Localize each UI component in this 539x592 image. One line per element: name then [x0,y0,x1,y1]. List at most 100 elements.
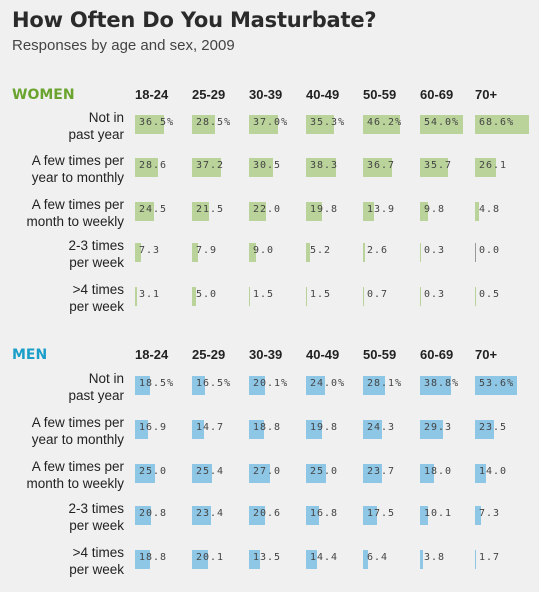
men-data-cell: 7.3 [475,506,531,525]
row-label-line: per week [69,518,124,533]
bar-baseline [475,287,476,306]
women-value-label: 38.3 [310,160,339,171]
women-data-cell: 30.5 [249,158,305,177]
women-bar [249,287,251,306]
women-data-cell: 0.3 [420,287,476,306]
bar-baseline [475,243,476,262]
women-data-cell: 36.7 [363,158,419,177]
women-value-label: 0.3 [424,245,446,256]
men-bar [475,550,477,569]
men-value-label: 18.8 [139,552,168,563]
men-bar [135,506,152,525]
women-bar [306,287,308,306]
men-value-label: 25.4 [196,466,225,477]
men-value-label: 19.8 [310,422,339,433]
row-label-line: Not in [88,371,124,386]
women-value-label: 28.5% [196,117,232,128]
men-data-cell: 20.1 [192,550,248,569]
row-label-line: 2-3 times [68,238,124,253]
women-bar [363,158,393,177]
women-bar [475,115,530,134]
women-data-cell: 24.5 [135,202,191,221]
men-data-cell: 16.9 [135,420,191,439]
women-value-label: 9.0 [253,245,275,256]
men-age-header: 60-69 [420,347,454,362]
women-bar [249,202,267,221]
men-bar [363,420,383,439]
women-bar [249,158,274,177]
women-value-label: 0.7 [367,289,389,300]
men-value-label: 18.5% [139,378,175,389]
men-row-label: Not in past year [4,370,124,404]
women-bar [135,287,138,306]
women-age-header: 30-39 [249,87,283,102]
bar-baseline [420,287,421,306]
women-data-cell: 36.5% [135,115,191,134]
women-value-label: 35.7 [424,160,453,171]
men-bar [135,420,149,439]
men-value-label: 23.5 [479,422,508,433]
women-bar [420,202,428,221]
women-data-cell: 7.9 [192,243,248,262]
women-data-cell: 35.3% [306,115,362,134]
women-value-label: 54.0% [424,117,460,128]
women-data-cell: 5.2 [306,243,362,262]
men-value-label: 25.0 [310,466,339,477]
men-data-cell: 14.0 [475,464,531,483]
row-label-line: A few times per [31,153,124,168]
women-bar [363,287,364,306]
women-row-label: A few times per month to weekly [4,196,124,230]
men-bar [192,506,211,525]
women-value-label: 3.1 [139,289,161,300]
men-value-label: 23.7 [367,466,396,477]
women-value-label: 0.0 [479,245,501,256]
row-label-line: A few times per [31,459,124,474]
bar-baseline [420,243,421,262]
men-data-cell: 20.1% [249,376,305,395]
men-value-label: 20.8 [139,508,168,519]
women-bar [249,115,279,134]
men-data-cell: 18.5% [135,376,191,395]
men-bar [363,550,369,569]
men-age-header: 50-59 [363,347,397,362]
row-label-line: per week [69,299,124,314]
men-bar [306,506,320,525]
row-label-line: >4 times [72,282,124,297]
men-data-cell: 16.5% [192,376,248,395]
men-value-label: 3.8 [424,552,446,563]
women-bar [420,115,463,134]
women-data-cell: 0.7 [363,287,419,306]
men-value-label: 1.7 [479,552,501,563]
men-bar [475,506,481,525]
men-age-header: 18-24 [135,347,169,362]
men-data-cell: 18.8 [135,550,191,569]
men-section-label: MEN [12,347,48,363]
men-row-label: A few times per year to monthly [4,414,124,448]
women-bar [363,243,366,262]
women-value-label: 37.0% [253,117,289,128]
men-value-label: 14.4 [310,552,339,563]
men-data-cell: 19.8 [306,420,362,439]
row-label-line: 2-3 times [68,501,124,516]
women-bar [192,202,210,221]
women-value-label: 0.5 [479,289,501,300]
row-label-line: past year [68,388,124,403]
men-data-cell: 1.7 [475,550,531,569]
women-bar [306,202,322,221]
women-bar [192,287,196,306]
women-data-cell: 22.0 [249,202,305,221]
men-data-cell: 23.7 [363,464,419,483]
men-data-cell: 38.8% [420,376,476,395]
men-bar [475,464,487,483]
women-data-cell: 9.8 [420,202,476,221]
men-value-label: 17.5 [367,508,396,519]
women-age-header: 40-49 [306,87,340,102]
row-label-line: >4 times [72,545,124,560]
men-bar [135,550,150,569]
women-value-label: 5.2 [310,245,332,256]
row-label-line: month to weekly [26,476,124,491]
women-row-label: Not in past year [4,109,124,143]
women-bar [475,202,479,221]
women-row-label: A few times per year to monthly [4,152,124,186]
men-value-label: 20.1% [253,378,289,389]
